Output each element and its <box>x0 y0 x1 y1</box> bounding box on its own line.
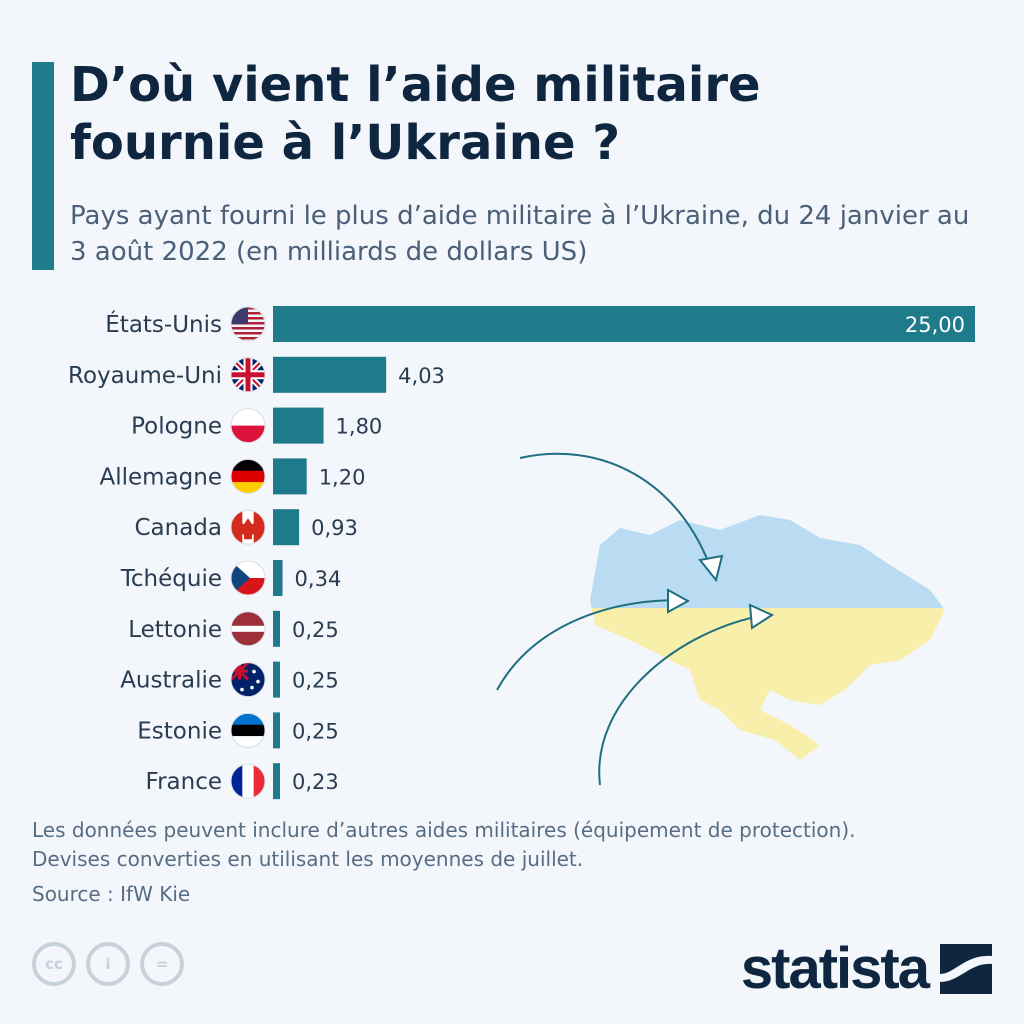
category-label: Tchéquie <box>120 566 222 592</box>
us-flag-icon <box>231 307 265 340</box>
category-label: Allemagne <box>100 464 223 490</box>
bar <box>273 712 281 749</box>
arrows <box>496 452 766 786</box>
category-label: Lettonie <box>128 617 222 643</box>
arrow-1-head <box>698 554 724 583</box>
category-label: États-Unis <box>105 310 222 338</box>
bar <box>273 560 283 596</box>
bar <box>273 509 300 546</box>
nd-icon[interactable]: = <box>140 942 184 986</box>
category-label: Australie <box>120 668 222 694</box>
bar <box>273 356 387 393</box>
bar <box>273 407 324 444</box>
chart-source: Source : IfW Kie <box>32 882 191 906</box>
czechia-flag-icon <box>231 561 265 595</box>
france-flag-icon <box>231 764 265 799</box>
arrow-3-head <box>748 603 775 630</box>
value-label: 0,25 <box>292 719 339 743</box>
arrow-1 <box>519 452 713 573</box>
value-label: 0,25 <box>292 618 339 642</box>
category-label: Pologne <box>131 414 222 440</box>
bar-chart: États-Unis 25,00 Royaume-Uni 4,03 Pologne 1,8… <box>68 306 975 800</box>
value-label: 1,20 <box>319 465 366 489</box>
license-icons: cc i = <box>32 942 184 986</box>
category-label: France <box>146 769 222 795</box>
bar <box>273 458 307 495</box>
chart-notes: Les données peuvent inclure d’autres aid… <box>32 818 856 871</box>
value-label: 0,93 <box>311 516 358 540</box>
statista-logo[interactable]: statista <box>741 935 992 1002</box>
arrow-2-head <box>667 588 691 614</box>
chart-title: D’où vient l’aide militaire fournie à l’… <box>70 57 761 171</box>
value-label: 1,80 <box>336 415 383 439</box>
by-icon[interactable]: i <box>86 942 130 986</box>
category-label: Estonie <box>137 718 222 744</box>
germany-flag-icon <box>231 459 265 494</box>
bar <box>273 661 281 698</box>
value-label: 0,23 <box>292 770 339 794</box>
arrow-2 <box>496 599 681 691</box>
canada-flag-icon <box>231 510 265 545</box>
value-label: 25,00 <box>905 313 965 337</box>
chart-subtitle: Pays ayant fourni le plus d’aide militai… <box>70 201 970 267</box>
poland-flag-icon <box>231 408 265 443</box>
estonia-flag-icon <box>231 713 265 748</box>
value-label: 4,03 <box>398 364 445 388</box>
cc-icon[interactable]: cc <box>32 942 76 986</box>
value-label: 0,34 <box>295 567 342 591</box>
category-label: Canada <box>134 515 222 541</box>
category-label: Royaume-Uni <box>68 363 222 389</box>
value-label: 0,25 <box>292 669 339 693</box>
bar <box>273 763 280 800</box>
australia-flag-icon <box>231 662 265 697</box>
statista-logo-mark <box>940 943 992 994</box>
uk-flag-icon <box>231 357 265 392</box>
bar <box>273 306 975 342</box>
bar <box>273 610 281 647</box>
title-accent-bar <box>32 62 54 270</box>
arrow-3 <box>598 614 766 786</box>
latvia-flag-icon <box>231 611 265 646</box>
statista-logo-text: statista <box>740 936 930 1001</box>
